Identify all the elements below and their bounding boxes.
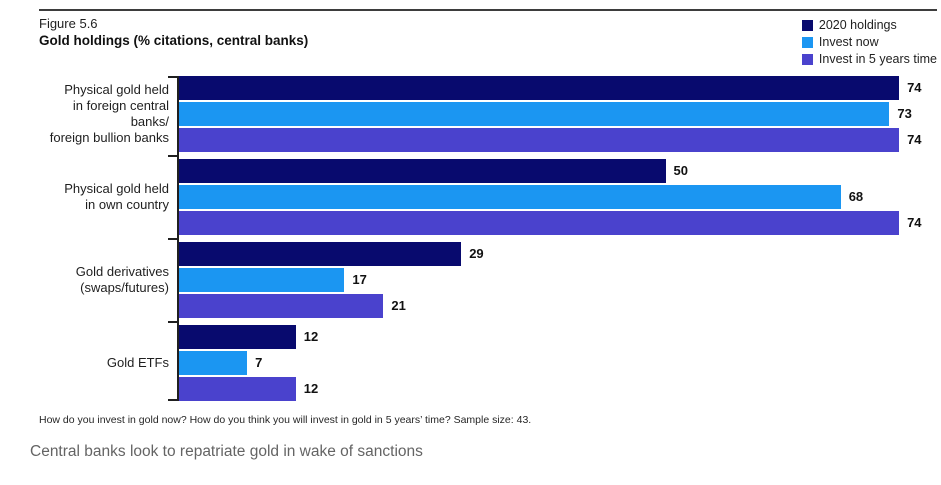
value-label: 12 [303,329,319,344]
legend-swatch-icon [801,19,813,31]
caption: Central banks look to repatriate gold in… [30,443,423,460]
bar-row: 12 [179,377,938,401]
bar-row: 50 [179,159,938,183]
top-rule [39,9,937,11]
bar [179,268,345,292]
category-label: Gold ETFs [106,355,169,370]
legend: 2020 holdings Invest now Invest in 5 years… [801,17,937,67]
bar-group: 50 68 74 [179,159,938,235]
bar [179,325,296,349]
axis-tick [168,155,177,157]
bar-row: 29 [179,242,938,266]
bar-row: 74 [179,76,938,100]
axis-tick [168,238,177,240]
value-label: 7 [255,355,263,370]
chart-title: Gold holdings (% citations, central bank… [39,33,309,48]
legend-label: 2020 holdings [818,18,897,32]
category-label: Physical gold held in own country [64,181,169,212]
bar [179,159,666,183]
value-label: 74 [907,215,922,230]
figure-label: Figure 5.6 [39,16,98,31]
figure-card: Figure 5.6 Gold holdings (% citations, c… [0,9,941,485]
bar-row: 74 [179,211,938,235]
value-label: 73 [897,106,912,121]
bar [179,211,900,235]
category-labels: Physical gold held in foreign central ba… [39,76,177,401]
legend-swatch-icon [801,36,813,48]
bar [179,128,900,152]
bar-row: 12 [179,325,938,349]
bar-row: 21 [179,294,938,318]
category-label: Physical gold held in foreign central ba… [49,82,169,145]
legend-label: Invest now [818,35,879,49]
axis-tick [168,321,177,323]
bar [179,377,296,401]
value-label: 74 [907,80,922,95]
category-label: Gold derivatives (swaps/futures) [75,264,169,295]
bar [179,102,890,126]
value-label: 50 [673,163,688,178]
bar [179,351,248,375]
axis-tick [168,76,177,78]
bar-row: 7 [179,351,938,375]
bar [179,294,384,318]
legend-item: 2020 holdings [801,17,937,33]
legend-item: Invest now [801,34,937,50]
bar [179,242,462,266]
legend-swatch-icon [801,53,813,65]
value-label: 29 [469,246,484,261]
bar-row: 68 [179,185,938,209]
bar-row: 74 [179,128,938,152]
value-label: 17 [352,272,367,287]
footnote: How do you invest in gold now? How do yo… [39,414,532,426]
bar-group: 29 17 21 [179,242,938,318]
bar [179,185,841,209]
value-label: 74 [907,132,922,147]
value-label: 68 [848,189,864,204]
axis-tick [168,399,177,401]
value-label: 21 [391,298,406,313]
bar-group: 12 7 12 [179,325,938,401]
chart-header: Figure 5.6 Gold holdings (% citations, c… [0,11,941,67]
title-block: Figure 5.6 Gold holdings (% citations, c… [39,16,308,49]
legend-label: Invest in 5 years time [818,52,937,66]
value-label: 12 [303,381,319,396]
bar-row: 17 [179,268,938,292]
bar-row: 73 [179,102,938,126]
bar-group: 74 73 74 [179,76,938,152]
bar-chart: Physical gold held in foreign central ba… [39,76,938,401]
bar [179,76,900,100]
plot-area: 74 73 74 50 68 74 29 17 21 12 7 12 [168,76,938,401]
legend-item: Invest in 5 years time [801,51,937,67]
